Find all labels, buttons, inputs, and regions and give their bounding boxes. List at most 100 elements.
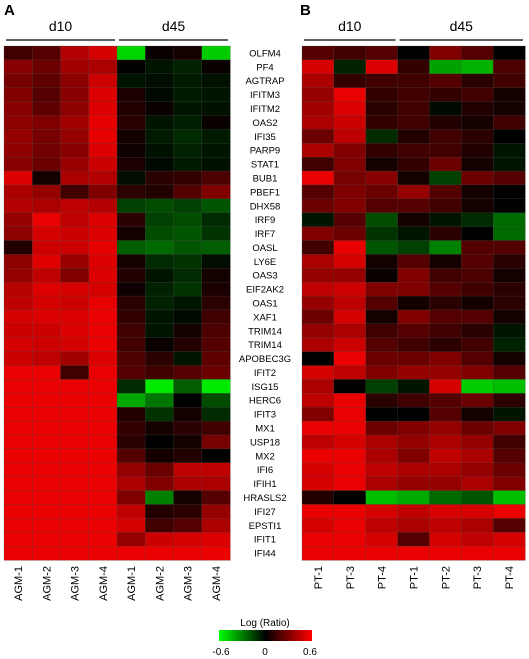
heatmap-cell	[397, 323, 430, 339]
heatmap-cell	[60, 420, 90, 436]
heatmap-cell	[145, 87, 175, 103]
heatmap-cell	[88, 365, 118, 380]
heatmap-cell	[493, 462, 526, 478]
heatmap-cell	[493, 212, 526, 228]
heatmap-cell	[88, 198, 118, 214]
heatmap-cell	[60, 59, 90, 75]
heatmap-cell	[461, 268, 494, 283]
heatmap-cell	[461, 448, 494, 464]
heatmap-cell	[429, 309, 462, 325]
heatmap-cell	[88, 407, 118, 422]
heatmap-cell	[116, 170, 146, 186]
heatmap-cell	[301, 462, 335, 478]
heatmap-cell	[365, 323, 399, 339]
heatmap-cell	[116, 490, 146, 505]
heatmap-cell	[60, 323, 90, 339]
heatmap-cell	[145, 379, 175, 394]
heatmap-cell	[493, 115, 526, 130]
heatmap-cell	[116, 254, 146, 269]
column-label: PT-4	[377, 566, 389, 589]
gene-label: IFIT3	[254, 410, 276, 421]
heatmap-cell	[333, 129, 367, 144]
heatmap-cell	[493, 170, 526, 186]
heatmap-cell	[201, 143, 231, 158]
heatmap-cell	[365, 115, 399, 130]
heatmap-cell	[88, 226, 118, 242]
heatmap-cell	[429, 198, 462, 214]
heatmap-cell	[3, 393, 33, 408]
heatmap-cell	[461, 309, 494, 325]
heatmap-cell	[429, 184, 462, 200]
gene-label: PARP9	[250, 146, 280, 157]
heatmap-cell	[116, 143, 146, 158]
heatmap-cell	[461, 212, 494, 228]
heatmap-cell	[173, 254, 203, 269]
heatmap-cell	[3, 365, 33, 380]
heatmap-cell	[493, 448, 526, 464]
heatmap-cell	[333, 143, 367, 158]
heatmap-cell	[461, 87, 494, 103]
heatmap-cell	[333, 73, 367, 89]
heatmap-cell	[32, 268, 62, 283]
heatmap-cell	[60, 226, 90, 242]
heatmap-cell	[333, 198, 367, 214]
heatmap-cell	[60, 365, 90, 380]
heatmap-cell	[88, 45, 118, 61]
heatmap-cell	[461, 504, 494, 519]
heatmap-cell	[301, 282, 335, 297]
heatmap-cell	[60, 268, 90, 283]
heatmap-cell	[32, 254, 62, 269]
heatmap-cell	[365, 407, 399, 422]
heatmap-cell	[429, 490, 462, 505]
heatmap-cell	[32, 323, 62, 339]
heatmap-cell	[88, 254, 118, 269]
heatmap-cell	[3, 462, 33, 478]
heatmap-cell	[365, 212, 399, 228]
gene-label: STAT1	[251, 160, 279, 171]
heatmap-cell	[173, 101, 203, 116]
heatmap-cell	[3, 337, 33, 353]
heatmap-cell	[301, 87, 335, 103]
heatmap-cell	[301, 268, 335, 283]
heatmap-cell	[365, 143, 399, 158]
heatmap-cell	[173, 157, 203, 172]
heatmap-cell	[429, 226, 462, 242]
heatmap-cell	[493, 420, 526, 436]
gene-label: IRF7	[255, 229, 276, 240]
heatmap-cell	[397, 240, 430, 255]
heatmap-cell	[493, 323, 526, 339]
heatmap-cell	[333, 212, 367, 228]
heatmap-cell	[301, 59, 335, 75]
heatmap-cell	[461, 129, 494, 144]
heatmap-cell	[301, 170, 335, 186]
heatmap-cell	[429, 365, 462, 380]
heatmap-cell	[461, 462, 494, 478]
gene-label: USP18	[250, 437, 280, 448]
gene-label: EPSTI1	[249, 521, 282, 532]
heatmap-cell	[173, 337, 203, 353]
heatmap-cell	[88, 434, 118, 450]
heatmap-cell	[116, 212, 146, 228]
heatmap-cell	[60, 143, 90, 158]
heatmap-cell	[301, 309, 335, 325]
gene-label: EIF2AK2	[246, 285, 284, 296]
heatmap-cell	[365, 434, 399, 450]
heatmap-cell	[429, 170, 462, 186]
heatmap-cell	[173, 532, 203, 547]
heatmap-cell	[461, 545, 494, 561]
heatmap-cell	[397, 101, 430, 116]
heatmap-cell	[333, 532, 367, 547]
heatmap-cell	[333, 87, 367, 103]
heatmap-cell	[461, 365, 494, 380]
heatmap-cell	[397, 282, 430, 297]
heatmap-cell	[301, 545, 335, 561]
heatmap-cell	[116, 73, 146, 89]
heatmap-cell	[173, 87, 203, 103]
heatmap-cell	[301, 101, 335, 116]
heatmap-cell	[3, 490, 33, 505]
heatmap-cell	[365, 420, 399, 436]
legend-tick-mid: 0	[262, 647, 268, 658]
heatmap-cell	[301, 504, 335, 519]
heatmap-cell	[173, 462, 203, 478]
heatmap-cell	[32, 184, 62, 200]
